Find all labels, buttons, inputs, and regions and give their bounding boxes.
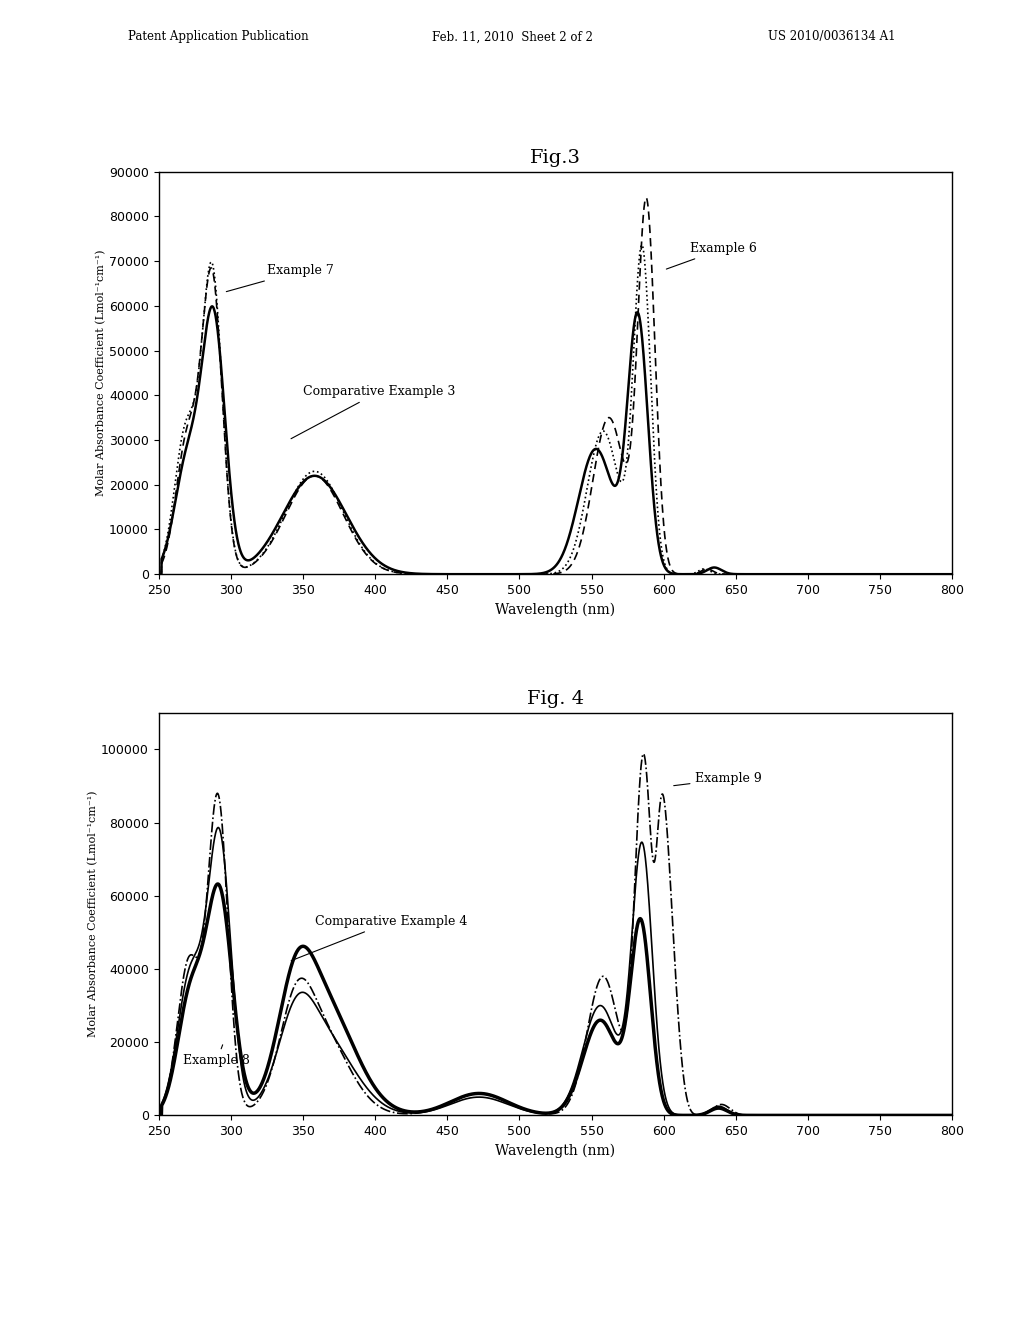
Title: Fig. 4: Fig. 4 xyxy=(527,690,584,709)
Y-axis label: Molar Absorbance Coefficient (Lmol⁻¹cm⁻¹): Molar Absorbance Coefficient (Lmol⁻¹cm⁻¹… xyxy=(96,249,106,496)
Text: Feb. 11, 2010  Sheet 2 of 2: Feb. 11, 2010 Sheet 2 of 2 xyxy=(431,30,593,44)
Text: US 2010/0036134 A1: US 2010/0036134 A1 xyxy=(768,30,896,44)
Text: Example 8: Example 8 xyxy=(183,1045,250,1067)
Text: Example 9: Example 9 xyxy=(674,772,762,785)
Text: Comparative Example 3: Comparative Example 3 xyxy=(291,385,456,438)
X-axis label: Wavelength (nm): Wavelength (nm) xyxy=(496,602,615,616)
Text: Patent Application Publication: Patent Application Publication xyxy=(128,30,308,44)
Text: Comparative Example 4: Comparative Example 4 xyxy=(291,915,467,961)
Text: Example 6: Example 6 xyxy=(667,242,757,269)
Y-axis label: Molar Absorbance Coefficient (Lmol⁻¹cm⁻¹): Molar Absorbance Coefficient (Lmol⁻¹cm⁻¹… xyxy=(88,791,98,1038)
Title: Fig.3: Fig.3 xyxy=(530,149,581,168)
Text: Example 7: Example 7 xyxy=(226,264,334,292)
X-axis label: Wavelength (nm): Wavelength (nm) xyxy=(496,1143,615,1158)
